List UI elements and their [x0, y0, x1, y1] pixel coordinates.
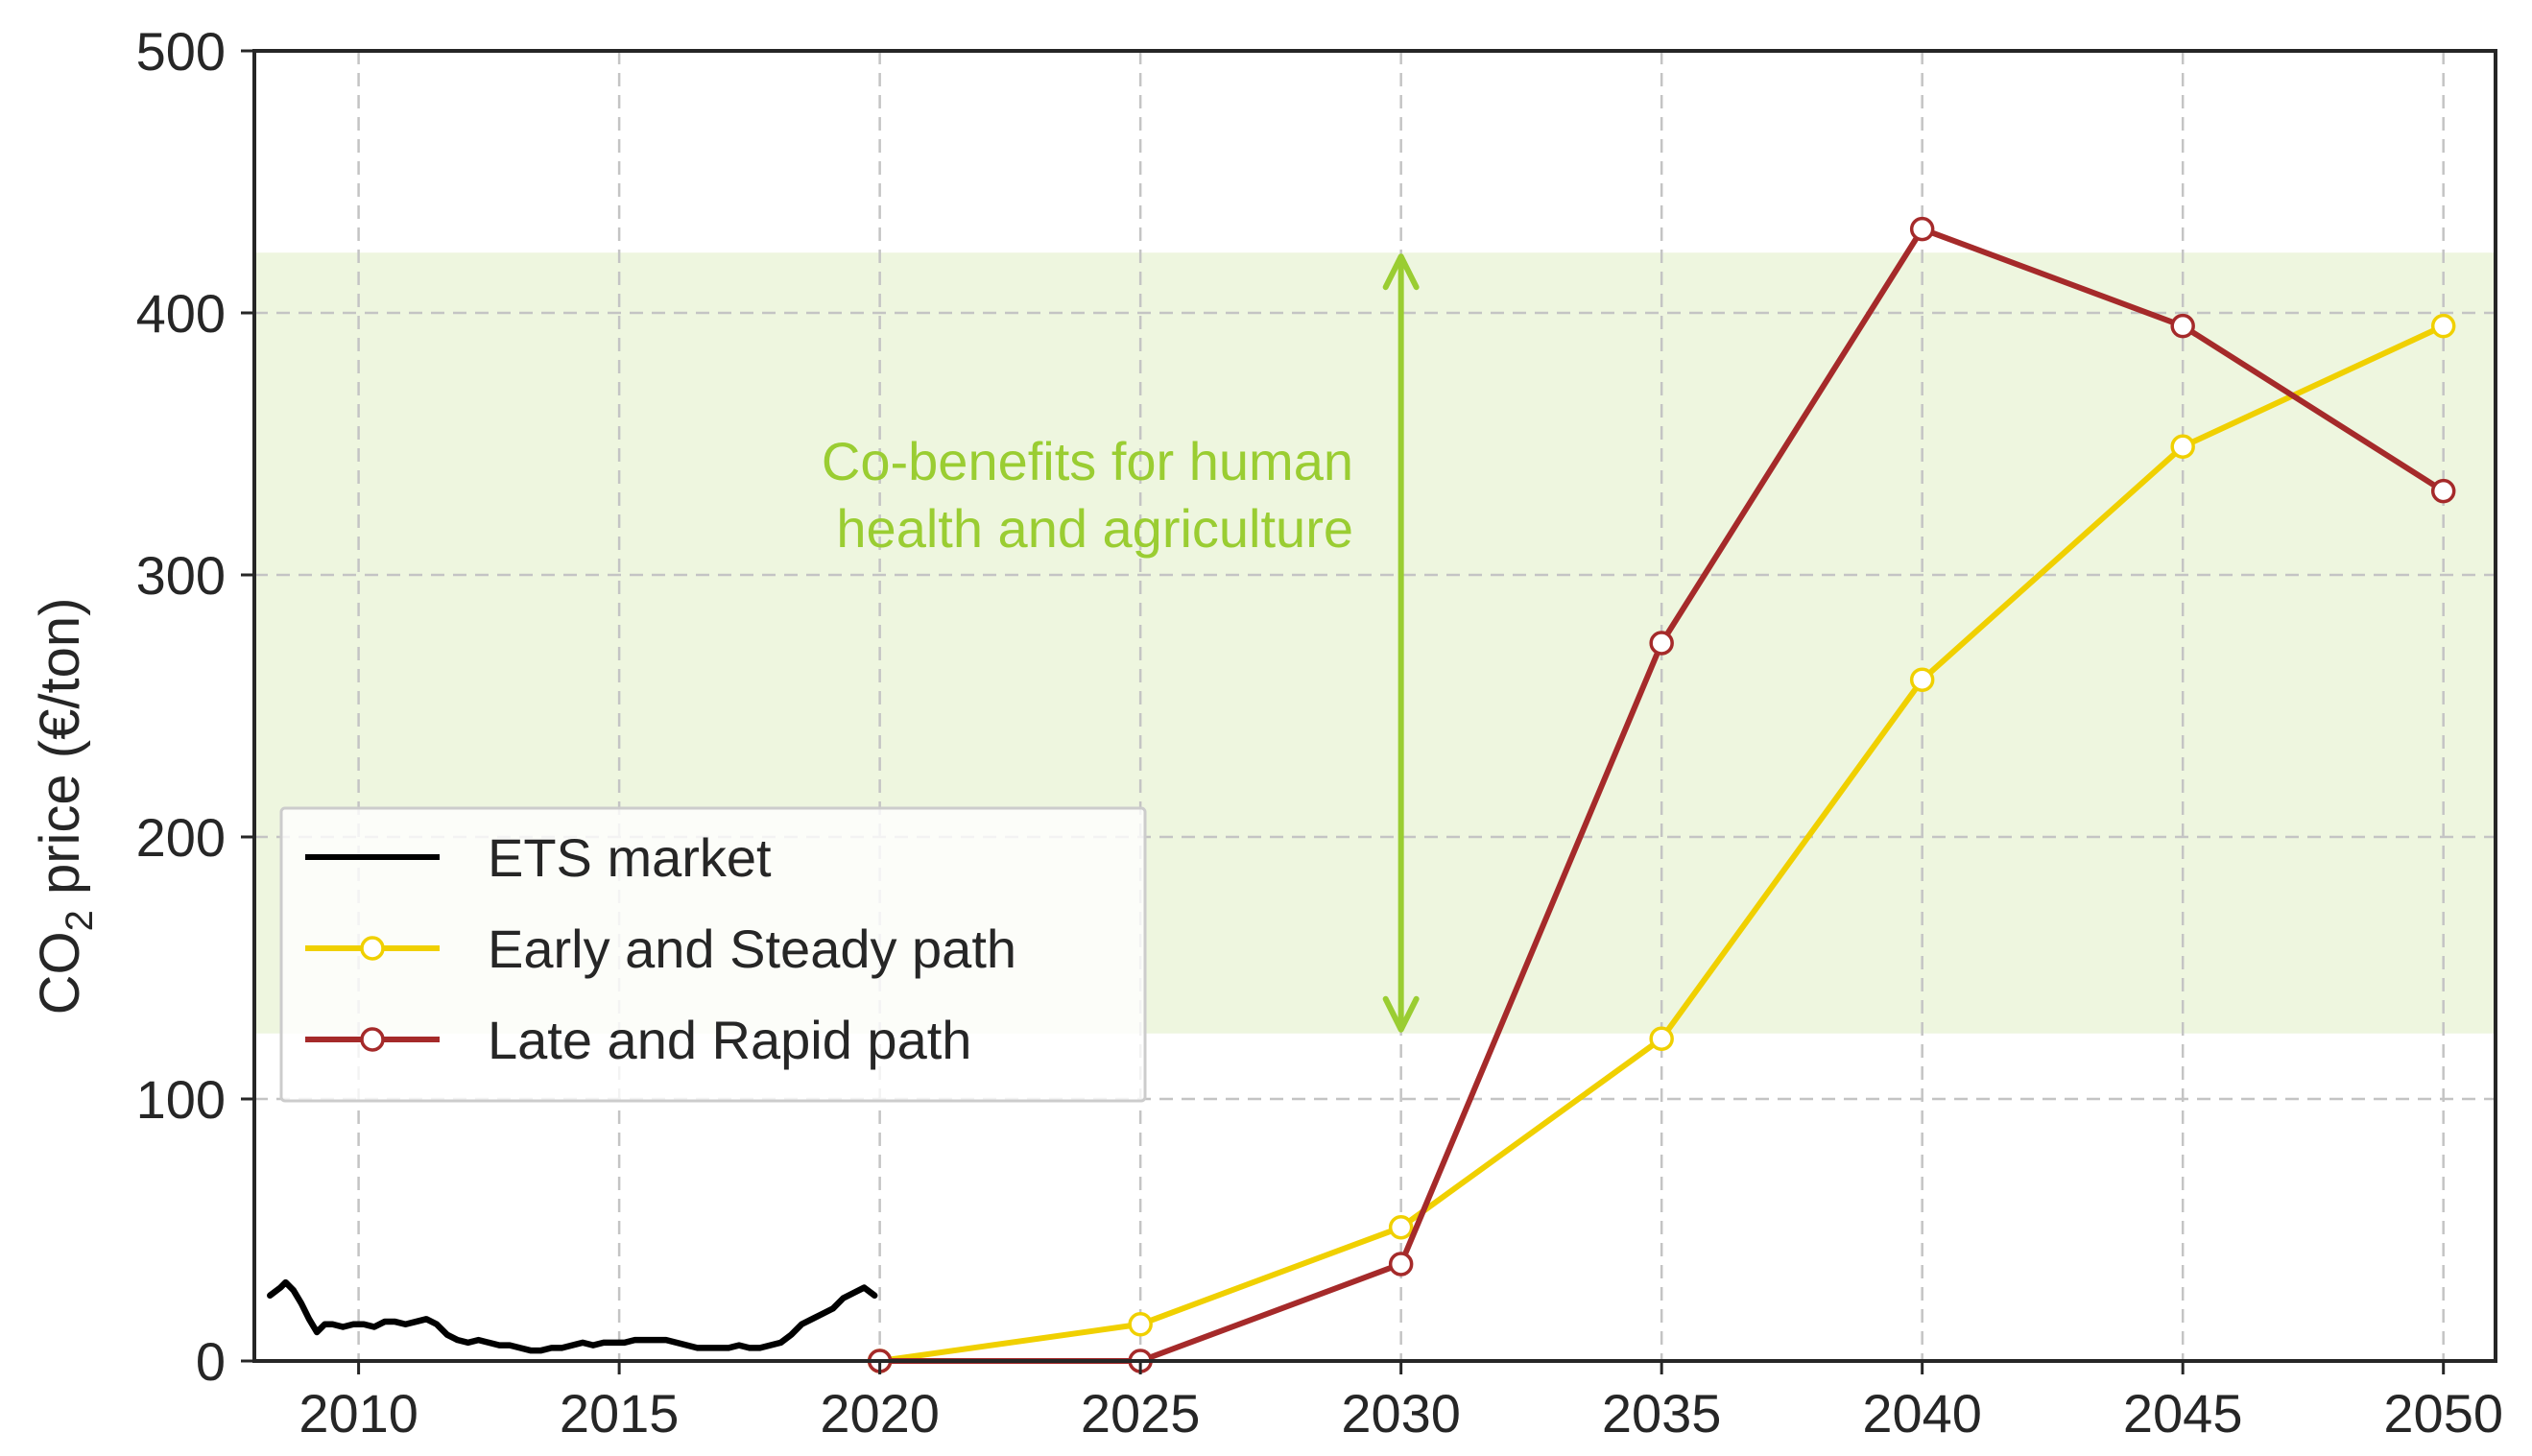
annotation-line-1: Co-benefits for human [822, 431, 1353, 491]
arrow-head-up-icon [1382, 253, 1420, 291]
x-tick-label: 2035 [1602, 1383, 1722, 1444]
legend-box [279, 806, 1147, 1103]
series-line-0 [267, 1278, 878, 1354]
series-point-1 [2170, 434, 2195, 459]
x-tick-label: 2050 [2383, 1383, 2503, 1444]
y-tick-label: 0 [196, 1331, 226, 1392]
series-point-2 [2170, 313, 2195, 339]
series-point-1 [2430, 313, 2456, 339]
gridlines [254, 51, 2496, 1361]
x-tick-label: 2030 [1341, 1383, 1461, 1444]
annotation-line-2: health and agriculture [836, 498, 1353, 559]
series-point-1 [1649, 1026, 1674, 1051]
legend-label-late: Late and Rapid path [488, 1010, 971, 1070]
y-tick-label: 100 [136, 1069, 226, 1130]
x-tick-label: 2015 [560, 1383, 680, 1444]
plot-frame [252, 49, 2497, 1363]
series-point-2 [1649, 631, 1674, 656]
legend-marker-early [360, 936, 385, 961]
cobenefit-annotation: Co-benefits for human health and agricul… [822, 253, 1420, 1033]
y-tick-label: 500 [136, 21, 226, 82]
legend-marker-late [360, 1027, 385, 1052]
x-tick-label: 2025 [1081, 1383, 1201, 1444]
y-tick-label: 300 [136, 545, 226, 606]
series-point-2 [1388, 1252, 1414, 1277]
x-tick-label: 2040 [1862, 1383, 1982, 1444]
legend-label-early: Early and Steady path [488, 919, 1016, 979]
arrow-head-down-icon [1382, 995, 1420, 1033]
y-tick-label: 200 [136, 807, 226, 868]
x-tick-label: 2010 [299, 1383, 418, 1444]
x-tick-label: 2020 [820, 1383, 940, 1444]
series-point-2 [1909, 216, 1935, 242]
y-axis-label: CO2 price (€/ton) [29, 598, 101, 1015]
axis-ticks: 2010 2015 2020 2025 2030 2035 2040 2045 2050 0 100… [136, 21, 2503, 1444]
y-tick-label: 400 [136, 283, 226, 344]
series-point-1 [1909, 667, 1935, 692]
legend: ETS market Early and Steady path Late an… [279, 806, 1147, 1103]
series-point-2 [2430, 478, 2456, 504]
series-point-1 [1128, 1312, 1153, 1337]
x-tick-label: 2045 [2123, 1383, 2243, 1444]
series-point-1 [1388, 1215, 1414, 1240]
legend-label-ets: ETS market [488, 827, 772, 888]
